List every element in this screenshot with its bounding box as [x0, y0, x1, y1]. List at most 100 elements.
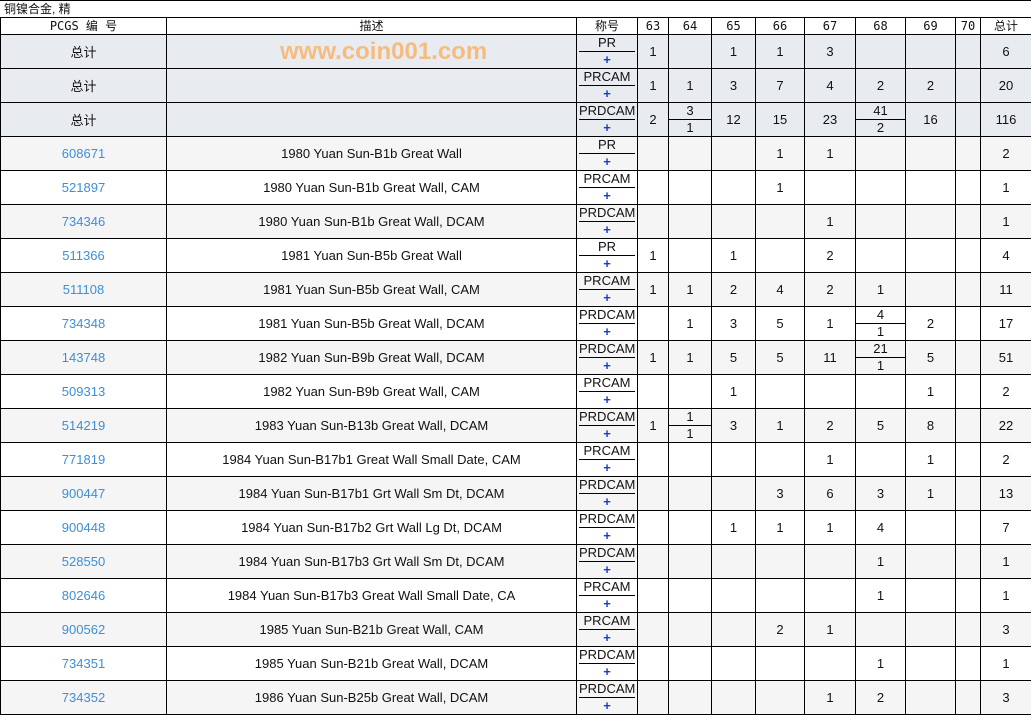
pcgs-number-link[interactable]: 608671	[0, 136, 167, 171]
pcgs-number-link[interactable]: 802646	[0, 578, 167, 613]
grade-count-cell: 6	[804, 476, 856, 511]
grade-count-cell: 3	[711, 408, 756, 443]
grade-stack: PRCAM +	[579, 580, 635, 612]
grade-cell: PR +	[576, 238, 638, 273]
grade-count-cell	[955, 612, 981, 647]
grade-cell: PRDCAM +	[576, 476, 638, 511]
summary-label: 总计	[0, 68, 167, 103]
total-cell: 2	[980, 442, 1031, 477]
grade-count-cell: 1	[905, 374, 956, 409]
grade-count-cell: 1	[804, 136, 856, 171]
table-row: 900447 1984 Yuan Sun-B17b1 Grt Wall Sm Dt…	[0, 476, 1031, 511]
total-cell: 7	[980, 510, 1031, 545]
grade-count-cell: 3	[755, 476, 805, 511]
pcgs-number-link[interactable]: 734346	[0, 204, 167, 239]
grade-count-cell	[905, 612, 956, 647]
grade-count-cell: 2	[855, 680, 906, 715]
grade-count-cell: 15	[755, 102, 805, 137]
grade-count-cell: 1	[637, 238, 669, 273]
plus-grade-label: +	[603, 290, 611, 305]
grade-count-cell	[905, 238, 956, 273]
table-row: 514219 1983 Yuan Sun-B13b Great Wall, DCA…	[0, 408, 1031, 443]
pcgs-number-link[interactable]: 511108	[0, 272, 167, 307]
plus-grade-label: +	[603, 426, 611, 441]
grade-cell: PRDCAM +	[576, 544, 638, 579]
description-cell: 1985 Yuan Sun-B21b Great Wall, CAM	[166, 612, 577, 647]
pcgs-number-link[interactable]: 734352	[0, 680, 167, 715]
pcgs-number-link[interactable]: 514219	[0, 408, 167, 443]
count: 1	[669, 410, 711, 426]
table-row: 900562 1985 Yuan Sun-B21b Great Wall, CAM…	[0, 612, 1031, 647]
grade-count-cell	[637, 476, 669, 511]
grade-count-cell: 2	[855, 68, 906, 103]
total-cell: 2	[980, 136, 1031, 171]
count: 4	[856, 308, 905, 324]
grade-stack: PRDCAM +	[579, 308, 635, 340]
grade-count-cell	[637, 374, 669, 409]
grade-count-cell: 1	[711, 374, 756, 409]
grade-count-cell: 1	[755, 510, 805, 545]
grade-count-cell	[955, 238, 981, 273]
grade-count-cell	[755, 544, 805, 579]
plus-grade-label: +	[603, 222, 611, 237]
grade-count-cell	[711, 680, 756, 715]
grade-count-cell	[955, 136, 981, 171]
plus-count: 1	[686, 426, 694, 441]
grade-stack: PRDCAM +	[579, 205, 636, 238]
grade-count-cell	[955, 204, 981, 239]
grade-label: PRDCAM	[579, 205, 636, 222]
grade-stack: PRDCAM +	[579, 477, 636, 510]
grade-count-cell: 1	[804, 442, 856, 477]
grade-count-cell: 2	[905, 306, 956, 341]
grade-count-cell	[955, 34, 981, 69]
pcgs-number-link[interactable]: 900447	[0, 476, 167, 511]
total-cell: 2	[980, 374, 1031, 409]
grade-count-cell: 3	[855, 476, 906, 511]
grade-count-cell: 1	[855, 544, 906, 579]
pcgs-number-link[interactable]: 509313	[0, 374, 167, 409]
pcgs-number-link[interactable]: 900562	[0, 612, 167, 647]
description-cell: 1980 Yuan Sun-B1b Great Wall, DCAM	[166, 204, 577, 239]
grade-label: PRDCAM	[579, 681, 636, 698]
pcgs-number-link[interactable]: 771819	[0, 442, 167, 477]
grade-stack: PRDCAM +	[579, 546, 635, 578]
column-header: 65	[711, 17, 756, 35]
grade-count-cell	[955, 374, 981, 409]
pcgs-number-link[interactable]: 528550	[0, 544, 167, 579]
grade-count-cell: 1	[804, 306, 856, 341]
grade-count-cell	[804, 170, 856, 205]
pcgs-number-link[interactable]: 900448	[0, 510, 167, 545]
grade-count-cell	[755, 680, 805, 715]
plus-grade-label: +	[603, 154, 611, 169]
grade-label: PRDCAM	[579, 341, 636, 358]
plus-count: 1	[686, 120, 694, 135]
grade-count-cell	[668, 204, 712, 239]
grade-count-cell	[637, 204, 669, 239]
grade-count-cell: 16	[905, 102, 956, 137]
grade-count-cell: 1	[637, 272, 669, 307]
grade-count-cell	[637, 510, 669, 545]
pcgs-number-link[interactable]: 734348	[0, 306, 167, 341]
total-cell: 1	[980, 170, 1031, 205]
column-header: 64	[668, 17, 712, 35]
pcgs-number-link[interactable]: 511366	[0, 238, 167, 273]
grade-label: PRDCAM	[579, 477, 636, 494]
grade-label: PR	[579, 240, 635, 256]
pcgs-number-link[interactable]: 734351	[0, 646, 167, 681]
description-cell: 1982 Yuan Sun-B9b Great Wall, CAM	[166, 374, 577, 409]
grade-count-cell	[905, 170, 956, 205]
grade-count-cell	[955, 170, 981, 205]
grade-cell: PRCAM +	[576, 442, 638, 477]
grade-count-cell: 8	[905, 408, 956, 443]
grade-stack: PRCAM +	[579, 614, 635, 646]
pcgs-number-link[interactable]: 521897	[0, 170, 167, 205]
plus-grade-label: +	[603, 120, 611, 135]
pcgs-number-link[interactable]: 143748	[0, 340, 167, 375]
plus-grade-label: +	[603, 86, 611, 101]
grade-stack: PRCAM +	[579, 70, 635, 102]
grade-count-cell: 5	[855, 408, 906, 443]
grade-count-cell: 2	[905, 68, 956, 103]
